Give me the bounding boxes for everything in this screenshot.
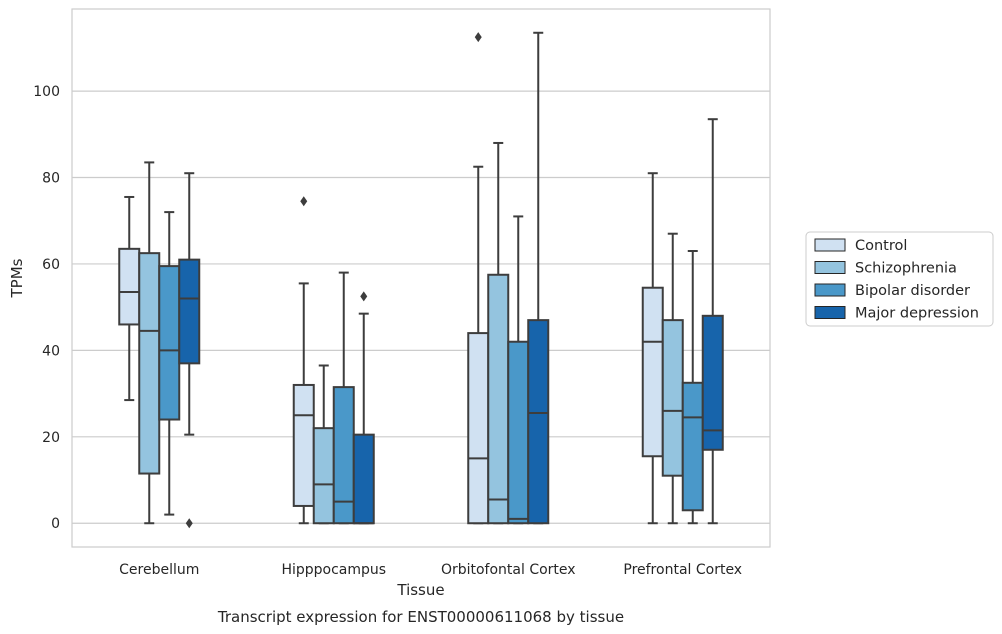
box-body bbox=[292, 383, 315, 507]
legend-swatch bbox=[814, 306, 846, 319]
legend-item: Major depression bbox=[814, 306, 979, 322]
box-body bbox=[138, 252, 161, 475]
box-body bbox=[178, 258, 201, 365]
box-body bbox=[352, 433, 375, 525]
outlier-point bbox=[300, 196, 308, 207]
outlier-point bbox=[474, 32, 482, 43]
legend-item: Control bbox=[814, 238, 907, 254]
x-axis-ticks: Cerebellum Hipppocampus Orbitofontal Corte… bbox=[119, 562, 742, 578]
box-body bbox=[641, 286, 664, 458]
x-tick-label: Orbitofontal Cortex bbox=[441, 562, 576, 578]
legend-item: Bipolar disorder bbox=[814, 283, 970, 299]
x-tick-label: Hipppocampus bbox=[281, 562, 386, 578]
box-body bbox=[527, 319, 550, 525]
y-axis-label: TPMs bbox=[8, 258, 26, 298]
y-tick-label: 0 bbox=[51, 516, 60, 532]
box-1-3 bbox=[661, 232, 684, 525]
box-2-0 bbox=[158, 211, 181, 516]
box-groups bbox=[118, 31, 724, 529]
box-3-2 bbox=[527, 31, 550, 525]
y-axis-ticks: 0 20 40 60 80 100 bbox=[33, 84, 60, 532]
legend-label: Bipolar disorder bbox=[855, 283, 970, 299]
box-body bbox=[118, 247, 141, 326]
box-body bbox=[701, 314, 724, 451]
outlier-point bbox=[185, 518, 193, 529]
box-2-3 bbox=[681, 249, 704, 525]
box-body bbox=[467, 332, 490, 525]
legend-label: Major depression bbox=[855, 306, 979, 322]
legend-swatch bbox=[814, 238, 846, 252]
legend-frame bbox=[805, 231, 994, 327]
box-2-1 bbox=[332, 271, 355, 525]
box-0-1 bbox=[292, 196, 315, 525]
box-body bbox=[158, 265, 181, 421]
plot-frame bbox=[71, 8, 771, 548]
box-1-0 bbox=[138, 161, 161, 525]
box-3-1 bbox=[352, 291, 375, 525]
box-3-3 bbox=[701, 118, 724, 525]
legend-items: Control Schizophrenia Bipolar disorder Majo… bbox=[814, 238, 979, 322]
box-body bbox=[681, 381, 704, 512]
box-0-2 bbox=[467, 32, 490, 525]
chart-caption: Transcript expression for ENST0000061106… bbox=[217, 608, 624, 626]
legend-label: Schizophrenia bbox=[855, 261, 957, 277]
y-tick-label: 80 bbox=[42, 171, 60, 187]
box-body bbox=[332, 386, 355, 525]
box-1-1 bbox=[312, 364, 335, 525]
box-body bbox=[487, 273, 510, 525]
box-body bbox=[507, 340, 530, 525]
box-0-3 bbox=[641, 172, 664, 525]
legend-label: Control bbox=[855, 238, 907, 254]
legend-swatch bbox=[814, 283, 846, 297]
x-axis-label: Tissue bbox=[396, 581, 444, 599]
box-body bbox=[661, 319, 684, 477]
outlier-point bbox=[360, 291, 368, 302]
legend-swatch bbox=[814, 261, 846, 274]
box-3-0 bbox=[178, 172, 201, 529]
legend: Control Schizophrenia Bipolar disorder Majo… bbox=[805, 231, 994, 327]
x-tick-label: Prefrontal Cortex bbox=[623, 562, 742, 578]
box-2-2 bbox=[507, 215, 530, 525]
y-tick-label: 40 bbox=[42, 343, 60, 359]
box-1-2 bbox=[487, 141, 510, 525]
box-0-0 bbox=[118, 195, 141, 402]
legend-item: Schizophrenia bbox=[814, 261, 957, 277]
y-tick-label: 100 bbox=[33, 84, 60, 100]
y-tick-label: 60 bbox=[42, 257, 60, 273]
box-body bbox=[312, 427, 335, 525]
x-tick-label: Cerebellum bbox=[119, 562, 199, 578]
y-tick-label: 20 bbox=[42, 430, 60, 446]
